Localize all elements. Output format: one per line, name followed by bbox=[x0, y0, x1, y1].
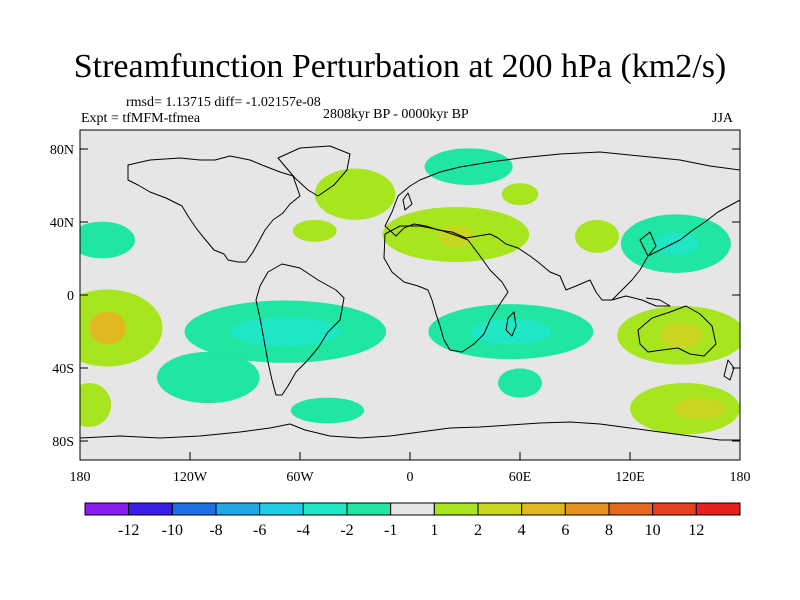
colorbar-swatch bbox=[171, 502, 217, 516]
new-zealand-coastline bbox=[723, 359, 735, 381]
anomaly-region bbox=[230, 317, 341, 347]
colorbar-label: 8 bbox=[605, 522, 613, 539]
colorbar-labels: -12 -10 -8 -6 -4 -2 -1 1 2 4 6 8 10 12 bbox=[118, 522, 704, 539]
colorbar bbox=[84, 502, 741, 516]
colorbar-swatch bbox=[608, 502, 654, 516]
colorbar-label: 2 bbox=[474, 522, 482, 539]
anomaly-region bbox=[290, 397, 365, 424]
south-america-coastline bbox=[255, 263, 345, 396]
colorbar-swatch bbox=[521, 502, 566, 516]
period-label: 2808kyr BP - 0000kyr BP bbox=[323, 107, 469, 122]
lat-tick-label: 40S bbox=[52, 362, 74, 377]
anomaly-region bbox=[314, 168, 396, 220]
anomaly-region bbox=[89, 311, 126, 345]
greenland-coastline bbox=[277, 145, 351, 197]
colorbar-label: 6 bbox=[561, 522, 569, 539]
colorbar-swatch bbox=[259, 502, 304, 516]
colorbar-label: -12 bbox=[118, 522, 139, 539]
colorbar-label: -10 bbox=[162, 522, 183, 539]
africa-coastline bbox=[383, 225, 509, 353]
lon-tick-label: 120E bbox=[615, 470, 645, 485]
lon-tick-label: 60W bbox=[286, 470, 314, 485]
anomaly-region bbox=[470, 318, 552, 345]
colorbar-swatch bbox=[477, 502, 523, 516]
north-america-coastline bbox=[127, 155, 301, 263]
lon-tick-label: 120W bbox=[173, 470, 208, 485]
madagascar-coastline bbox=[505, 311, 517, 337]
colorbar-label: 1 bbox=[430, 522, 438, 539]
anomaly-region bbox=[437, 225, 475, 248]
stats-text: rmsd= 1.13715 diff= -1.02157e-08 bbox=[126, 95, 321, 110]
japan-coastline bbox=[639, 231, 657, 257]
anomaly-region bbox=[501, 183, 539, 206]
lon-tick-label: 60E bbox=[509, 470, 532, 485]
colorbar-label: 4 bbox=[518, 522, 526, 539]
anomaly-region bbox=[80, 383, 112, 427]
colorbar-swatch bbox=[433, 502, 479, 516]
colorbar-swatch bbox=[346, 502, 392, 516]
colorbar-label: -2 bbox=[340, 522, 353, 539]
uk-coastline bbox=[402, 192, 413, 211]
anomaly-region bbox=[674, 397, 726, 420]
colorbar-label: 10 bbox=[645, 522, 661, 539]
map-background bbox=[80, 130, 740, 460]
colorbar-swatch bbox=[390, 502, 435, 516]
season-label: JJA bbox=[712, 111, 734, 126]
anomaly-region bbox=[653, 232, 698, 255]
anomaly-field bbox=[80, 148, 740, 435]
anomaly-region bbox=[498, 368, 542, 398]
colorbar-swatch bbox=[302, 502, 348, 516]
colorbar-label: -6 bbox=[253, 522, 266, 539]
anomaly-region bbox=[80, 221, 135, 259]
colorbar-label: 12 bbox=[688, 522, 704, 539]
indonesia-coastline bbox=[611, 295, 671, 307]
colorbar-label: -4 bbox=[297, 522, 310, 539]
australia-coastline bbox=[637, 305, 717, 357]
lon-tick-marks bbox=[79, 452, 741, 460]
lon-tick-label: 0 bbox=[407, 470, 414, 485]
colorbar-swatch bbox=[215, 502, 261, 516]
lat-tick-label: 80N bbox=[50, 143, 74, 158]
colorbar-label: -8 bbox=[209, 522, 222, 539]
colorbar-label: -1 bbox=[384, 522, 397, 539]
coastlines bbox=[80, 145, 740, 441]
experiment-label: Expt = tfMFM-tfmea bbox=[81, 111, 201, 126]
eurasia-coastline bbox=[384, 151, 740, 301]
lat-tick-marks bbox=[80, 148, 740, 442]
colorbar-swatch bbox=[652, 502, 697, 516]
colorbar-swatch bbox=[695, 502, 741, 516]
anomaly-region bbox=[575, 219, 619, 253]
lon-tick-label: 180 bbox=[730, 470, 751, 485]
colorbar-swatch bbox=[128, 502, 173, 516]
anomaly-region bbox=[424, 148, 513, 186]
lat-tick-label: 0 bbox=[67, 289, 74, 304]
lat-tick-label: 40N bbox=[50, 216, 74, 231]
anomaly-region bbox=[157, 351, 260, 404]
antarctica-coastline bbox=[80, 421, 740, 441]
lon-tick-label: 180 bbox=[70, 470, 91, 485]
lat-tick-label: 80S bbox=[52, 435, 74, 450]
anomaly-region bbox=[292, 219, 337, 242]
colorbar-swatch bbox=[84, 502, 130, 516]
plot-title: Streamfunction Perturbation at 200 hPa (… bbox=[73, 48, 727, 85]
colorbar-swatch bbox=[564, 502, 610, 516]
anomaly-region bbox=[659, 322, 704, 349]
